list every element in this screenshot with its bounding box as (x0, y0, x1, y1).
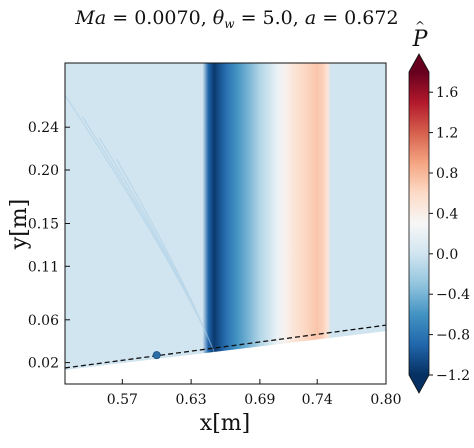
title-a-label: a (305, 7, 316, 29)
colorbar-extend-top (409, 54, 429, 72)
title-ma-value: 0.0070 (134, 7, 200, 29)
x-tick-label: 0.57 (107, 392, 138, 408)
pressure-field (65, 63, 386, 384)
colorbar-tick-label: −0.4 (436, 287, 470, 303)
title-theta-value: 5.0 (263, 7, 293, 29)
colorbar-tick-label: −0.8 (436, 328, 470, 344)
y-tick-label: 0.20 (28, 163, 59, 179)
colorbar-tick-label: 0.4 (436, 206, 458, 222)
colorbar: P ^ −1.2 −0.8 −0.4 0.0 0.4 0.8 1.2 1.6 (408, 19, 470, 394)
x-tick-label: 0.80 (370, 392, 401, 408)
x-axis: 0.57 0.63 0.69 0.74 0.80 (107, 379, 402, 408)
colorbar-label-hat: ^ (415, 19, 425, 33)
x-tick-label: 0.74 (302, 392, 333, 408)
below-wall-region (65, 331, 386, 384)
y-tick-label: 0.06 (28, 313, 59, 329)
x-axis-label: x[m] (200, 411, 250, 436)
wall-line (65, 324, 386, 369)
title-theta-sub: w (224, 17, 235, 31)
x-tick-label: 0.69 (244, 392, 275, 408)
colorbar-tick-label: 1.2 (436, 126, 458, 142)
colorbar-ticks: −1.2 −0.8 −0.4 0.0 0.4 0.8 1.2 1.6 (429, 85, 470, 384)
colorbar-extend-bottom (409, 375, 429, 393)
title-theta-label: θ (213, 7, 225, 29)
probe-marker (152, 351, 161, 360)
colorbar-tick-label: 1.6 (436, 85, 458, 101)
y-tick-label: 0.24 (28, 120, 59, 136)
y-tick-label: 0.15 (28, 217, 59, 233)
y-axis-label: y[m] (7, 199, 32, 250)
y-tick-label: 0.11 (28, 259, 59, 275)
pressure-fan-lines (65, 94, 215, 353)
y-axis: 0.02 0.06 0.11 0.15 0.20 0.24 (28, 120, 70, 372)
colorbar-tick-label: −1.2 (436, 368, 470, 384)
title-a-value: 0.672 (344, 7, 398, 29)
y-tick-label: 0.02 (28, 356, 59, 372)
chart-title: Ma = 0.0070, θw = 5.0, a = 0.672 (74, 7, 398, 31)
plot-area (65, 63, 386, 384)
colorbar-gradient (409, 72, 429, 375)
colorbar-tick-label: 0.8 (436, 166, 458, 182)
x-tick-label: 0.63 (176, 392, 207, 408)
colorbar-tick-label: 0.0 (436, 247, 458, 263)
colorbar-label: P (412, 27, 429, 52)
title-ma-label: Ma (74, 7, 106, 29)
